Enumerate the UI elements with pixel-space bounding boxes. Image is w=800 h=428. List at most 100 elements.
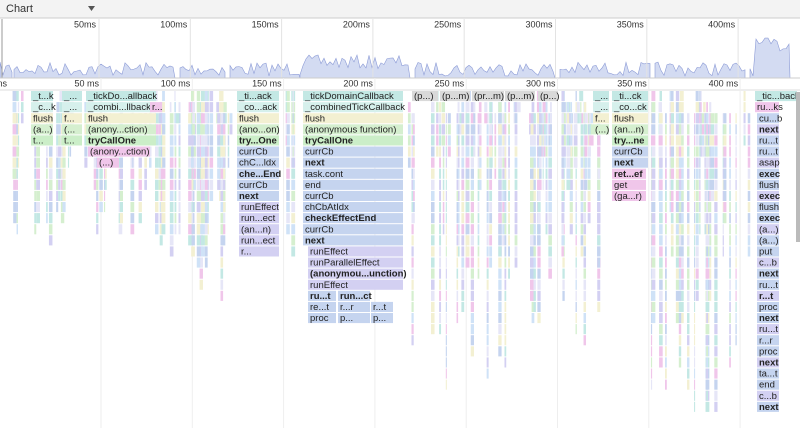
- flame-frame[interactable]: [757, 324, 779, 335]
- flame-frame[interactable]: [757, 346, 779, 357]
- flame-frame[interactable]: [757, 235, 779, 246]
- flame-frame[interactable]: [62, 113, 82, 124]
- flame-frame[interactable]: [303, 202, 403, 213]
- flame-frame[interactable]: [303, 213, 403, 224]
- flame-frame[interactable]: [237, 157, 279, 168]
- flame-frame[interactable]: [237, 190, 279, 201]
- flame-frame[interactable]: [303, 135, 403, 146]
- flame-frame[interactable]: [303, 190, 403, 201]
- flame-frame[interactable]: [303, 102, 403, 113]
- flame-frame[interactable]: [757, 390, 779, 401]
- flame-frame[interactable]: [237, 179, 279, 190]
- flame-frame[interactable]: [239, 224, 279, 235]
- flame-frame[interactable]: [593, 113, 609, 124]
- flame-frame[interactable]: [88, 146, 150, 157]
- flame-frame[interactable]: [612, 179, 646, 190]
- flame-frame[interactable]: [593, 91, 609, 102]
- flame-frame[interactable]: [593, 102, 609, 113]
- flame-frame[interactable]: [86, 91, 156, 102]
- flame-frame[interactable]: [757, 113, 779, 124]
- idle-frame[interactable]: [538, 91, 558, 102]
- flame-frame[interactable]: [757, 190, 779, 201]
- flame-frame[interactable]: [757, 313, 779, 324]
- flame-frame[interactable]: [237, 113, 279, 124]
- flame-frame[interactable]: [612, 168, 646, 179]
- flame-frame[interactable]: [757, 202, 779, 213]
- flame-frame[interactable]: [612, 124, 648, 135]
- flame-frame[interactable]: [757, 335, 779, 346]
- flame-frame[interactable]: [757, 213, 779, 224]
- flame-frame[interactable]: [239, 235, 279, 246]
- idle-frame[interactable]: [440, 91, 470, 102]
- flame-frame[interactable]: [237, 135, 279, 146]
- flame-frame[interactable]: [237, 168, 279, 179]
- flame-frame[interactable]: [757, 357, 779, 368]
- flame-frame[interactable]: [308, 246, 403, 257]
- dropdown-arrow[interactable]: [88, 6, 95, 11]
- flame-frame[interactable]: [303, 91, 403, 102]
- idle-frame[interactable]: [412, 91, 438, 102]
- flame-frame[interactable]: [757, 157, 779, 168]
- flame-frame[interactable]: [757, 301, 779, 312]
- flame-frame[interactable]: [757, 168, 779, 179]
- flame-frame[interactable]: [757, 224, 779, 235]
- flame-frame[interactable]: [757, 279, 779, 290]
- idle-frame[interactable]: [505, 91, 535, 102]
- flame-frame[interactable]: [755, 102, 779, 113]
- flame-frame[interactable]: [757, 290, 779, 301]
- flame-frame[interactable]: [757, 246, 779, 257]
- flame-frame[interactable]: [593, 124, 609, 135]
- flame-frame[interactable]: [308, 313, 336, 324]
- flame-frame[interactable]: [303, 179, 403, 190]
- flame-frame[interactable]: [303, 235, 403, 246]
- flame-frame[interactable]: [612, 91, 648, 102]
- flame-frame[interactable]: [237, 146, 279, 157]
- flame-frame[interactable]: [239, 202, 279, 213]
- flame-frame[interactable]: [86, 113, 156, 124]
- flame-frame[interactable]: [757, 146, 779, 157]
- flame-frame[interactable]: [239, 246, 279, 257]
- flame-frame[interactable]: [62, 135, 82, 146]
- flame-frame[interactable]: [31, 135, 53, 146]
- flame-frame[interactable]: [612, 157, 648, 168]
- flame-frame[interactable]: [371, 301, 393, 312]
- flame-frame[interactable]: [308, 279, 403, 290]
- flame-frame[interactable]: [757, 124, 779, 135]
- flame-frame[interactable]: [237, 124, 279, 135]
- flame-frame[interactable]: [97, 157, 119, 168]
- flame-frame[interactable]: [31, 124, 53, 135]
- flame-frame[interactable]: [757, 401, 779, 412]
- flame-frame[interactable]: [308, 257, 403, 268]
- flame-frame[interactable]: [757, 268, 779, 279]
- flame-frame[interactable]: [338, 290, 370, 301]
- flame-frame[interactable]: [150, 102, 162, 113]
- flame-frame[interactable]: [308, 301, 336, 312]
- flame-frame[interactable]: [31, 91, 53, 102]
- flame-frame[interactable]: [303, 224, 403, 235]
- flame-frame[interactable]: [612, 102, 648, 113]
- flame-frame[interactable]: [757, 257, 779, 268]
- flame-frame[interactable]: [757, 179, 779, 190]
- flame-frame[interactable]: [612, 113, 648, 124]
- flame-frame[interactable]: [237, 91, 279, 102]
- flame-frame[interactable]: [31, 113, 53, 124]
- flame-frame[interactable]: [86, 124, 156, 135]
- flame-frame[interactable]: [303, 157, 403, 168]
- flame-frame[interactable]: [308, 268, 403, 279]
- toolbar-title[interactable]: Chart: [6, 3, 33, 15]
- flame-frame[interactable]: [303, 146, 403, 157]
- flame-frame[interactable]: [338, 301, 370, 312]
- flame-frame[interactable]: [612, 190, 646, 201]
- flame-frame[interactable]: [371, 313, 393, 324]
- flame-frame[interactable]: [303, 113, 403, 124]
- flame-frame[interactable]: [237, 102, 279, 113]
- flame-frame[interactable]: [239, 213, 279, 224]
- flame-frame[interactable]: [755, 91, 797, 102]
- flame-frame[interactable]: [62, 102, 82, 113]
- flame-frame[interactable]: [62, 91, 82, 102]
- flame-frame[interactable]: [757, 135, 779, 146]
- flame-frame[interactable]: [303, 168, 403, 179]
- flame-frame[interactable]: [612, 135, 648, 146]
- flame-frame[interactable]: [757, 368, 779, 379]
- flame-frame[interactable]: [303, 124, 403, 135]
